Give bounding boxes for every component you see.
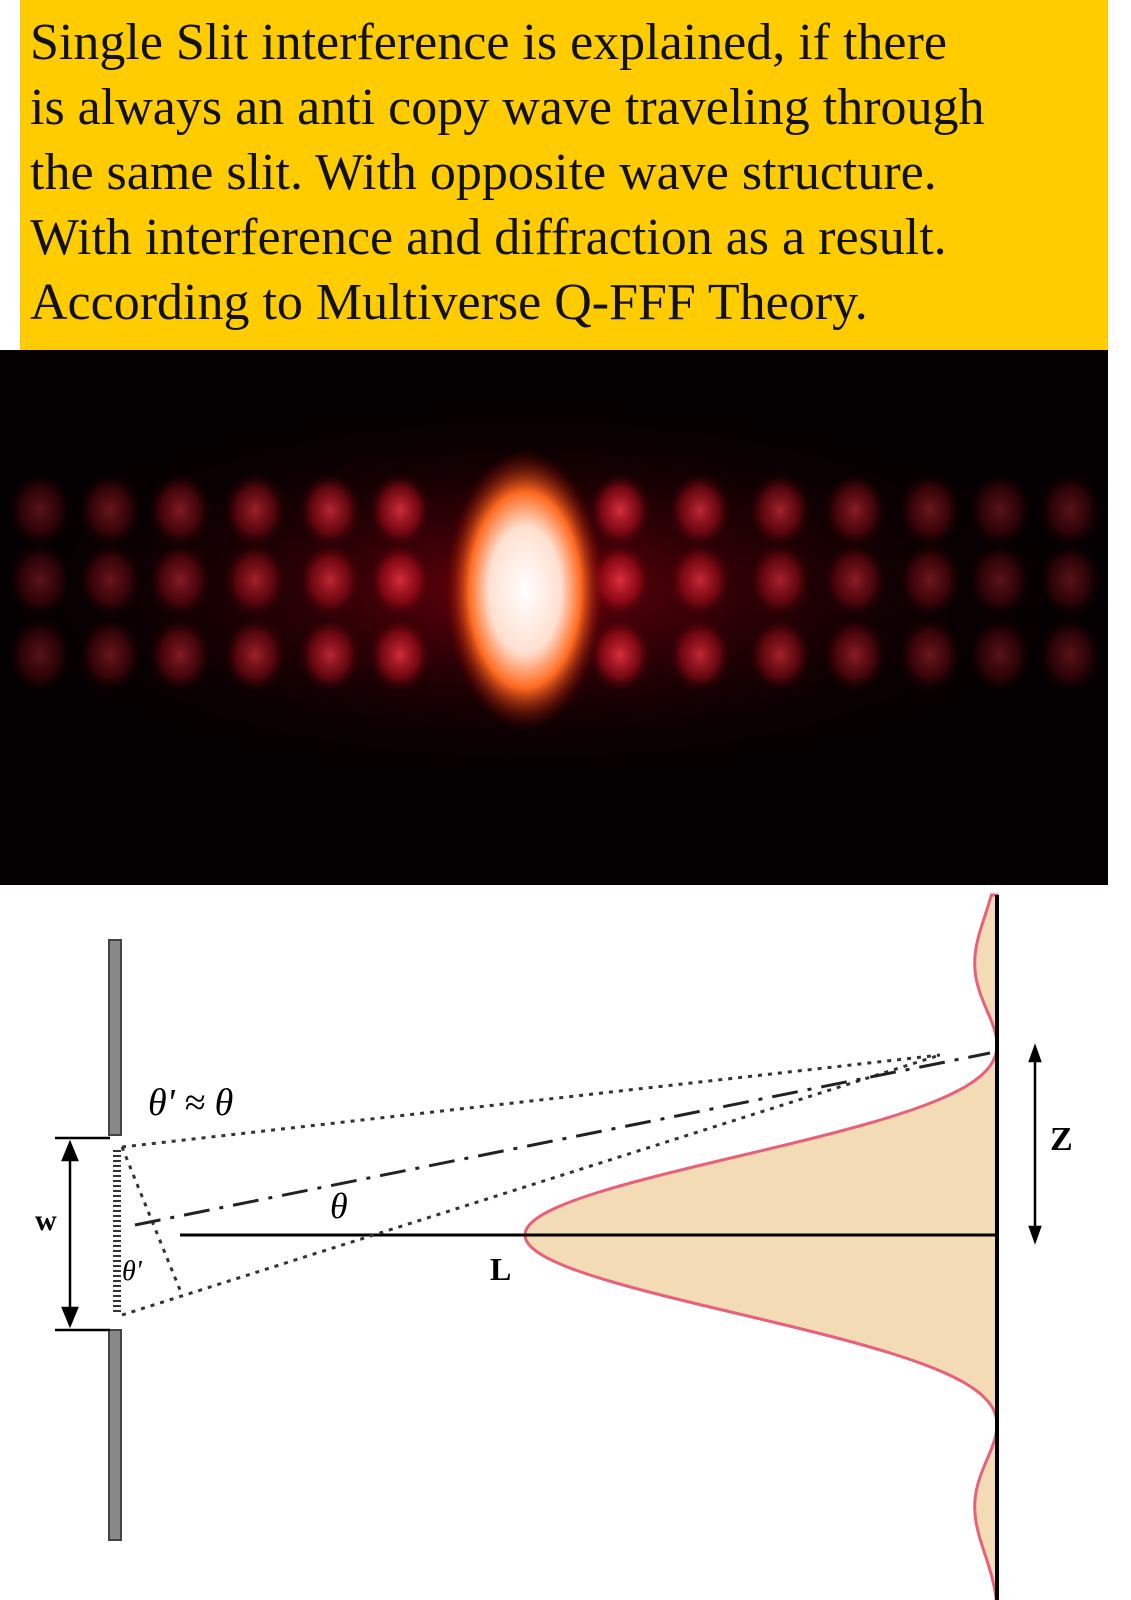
header-line: With interference and diffraction as a r… [30,209,947,266]
fringe [588,472,652,548]
fringe [748,617,812,693]
label: L [490,1251,511,1287]
fringe [148,472,212,548]
fringe [298,472,362,548]
fringe [1038,542,1102,618]
slit-diagram: θ' ≈ θ θ θ' w L Z [35,893,1073,1600]
fringe [148,617,212,693]
header: Single Slit interference is explained, i… [20,0,1108,350]
fringe [78,617,142,693]
fringe [8,617,72,693]
fringe [8,542,72,618]
fringe [368,472,432,548]
central-ray [134,1051,991,1227]
fringe [823,472,887,548]
fringe [223,542,287,618]
fringe [298,542,362,618]
fringe [298,617,362,693]
fringe [78,542,142,618]
header-line: According to Multiverse Q-FFF Theory. [30,274,868,331]
barrier [108,1329,122,1541]
fringe [223,472,287,548]
fringe [148,542,212,618]
fringe [968,472,1032,548]
fringe [668,617,732,693]
fringe [588,617,652,693]
fringe [968,542,1032,618]
header-line: the same slit. With opposite wave struct… [30,144,937,201]
fringe [8,472,72,548]
header-line: Single Slit interference is explained, i… [30,14,947,71]
fringe [823,542,887,618]
fringe [748,542,812,618]
central-maximum [445,450,605,730]
label: Z [1050,1121,1073,1158]
barrier [108,939,122,1136]
label: w [35,1204,57,1237]
fringe [898,472,962,548]
fringe [668,472,732,548]
fringe [823,617,887,693]
diffraction-photo [0,350,1108,885]
header-line: is always an anti copy wave traveling th… [30,79,985,136]
fringe [668,542,732,618]
intensity-curve [523,893,999,1600]
fringe [968,617,1032,693]
label: θ [330,1186,348,1226]
fringe [1038,472,1102,548]
fringe [368,542,432,618]
fringe [368,617,432,693]
fringe [898,617,962,693]
fringe [1038,617,1102,693]
offset-arrow [1028,1043,1042,1245]
label: θ' [122,1256,143,1287]
width-arrow [55,1136,110,1332]
fringe [223,617,287,693]
fringe [898,542,962,618]
fringe [78,472,142,548]
fringe [748,472,812,548]
label: θ' ≈ θ [148,1082,233,1124]
rays [120,1053,941,1317]
